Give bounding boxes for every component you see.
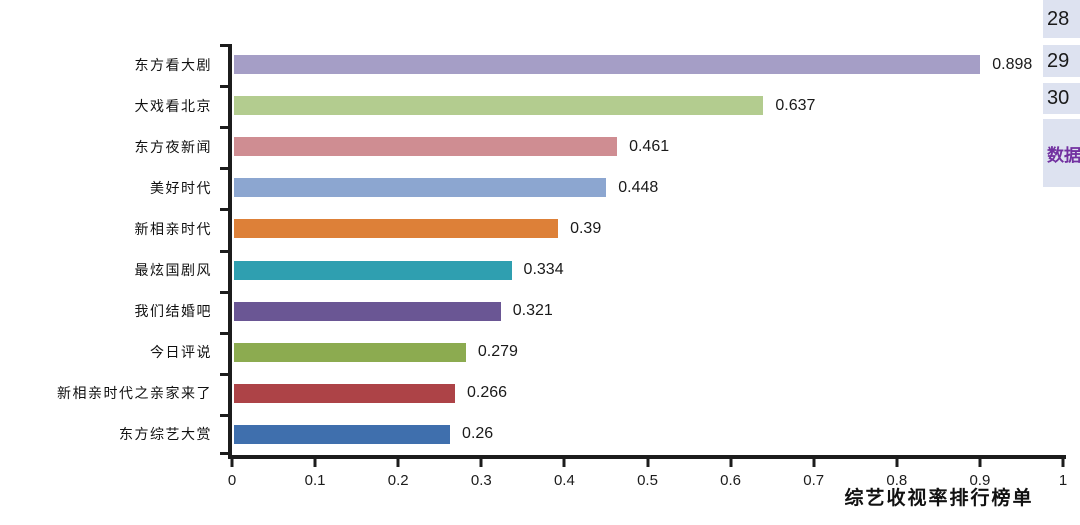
bar-7 <box>234 342 466 362</box>
clipped-row-strip: 28 29 30 数据 <box>1043 0 1080 200</box>
x-axis-line <box>228 455 1066 459</box>
x-axis-title: 综艺收视率排行榜单 <box>844 488 1034 509</box>
bar-value-label: 0.266 <box>467 384 508 402</box>
y-axis-tick <box>220 208 229 212</box>
data-link[interactable]: 数据 <box>1043 119 1080 187</box>
bar-1 <box>234 96 764 116</box>
bar-value-label: 0.26 <box>462 425 494 443</box>
bar-value-label: 0.898 <box>992 55 1033 73</box>
x-axis-tick-label: 0.1 <box>304 472 326 489</box>
bar-value-label: 0.279 <box>477 343 518 361</box>
y-axis-tick <box>220 167 229 171</box>
x-axis-tick <box>479 459 483 467</box>
bar-value-label: 0.448 <box>618 178 659 196</box>
bar-8 <box>234 383 456 403</box>
bar-value-label: 0.321 <box>512 302 553 320</box>
y-axis-tick <box>220 249 229 253</box>
category-label: 大戏看北京 <box>134 99 212 115</box>
x-axis-tick-label: 0.4 <box>553 472 575 489</box>
row-number-cell: 30 <box>1043 83 1080 114</box>
x-axis-tick-label: 0.6 <box>720 472 742 489</box>
bar-6 <box>234 301 501 321</box>
x-axis-tick-label: 0.2 <box>387 472 409 489</box>
x-axis-tick <box>396 459 400 467</box>
y-axis-tick <box>220 85 229 89</box>
y-axis-tick <box>220 372 229 376</box>
y-axis-tick <box>220 413 229 417</box>
x-axis-tick <box>313 459 317 467</box>
bar-value-label: 0.39 <box>570 219 602 237</box>
category-label: 新相亲时代 <box>134 222 212 238</box>
y-axis-line <box>228 44 232 459</box>
x-axis-tick <box>562 459 566 467</box>
x-axis-tick <box>812 459 816 467</box>
bar-value-label: 0.637 <box>775 96 816 114</box>
category-label: 东方看大剧 <box>134 58 212 74</box>
category-label: 东方夜新闻 <box>134 140 212 156</box>
bar-0 <box>234 55 981 75</box>
y-axis-tick <box>220 126 229 130</box>
category-label: 今日评说 <box>150 346 212 362</box>
x-axis-tick <box>895 459 899 467</box>
plot-area: 0.898 0.637 0.461 0.448 0.39 0.334 0.321 0.279 0… <box>220 44 1067 489</box>
bar-3 <box>234 178 607 198</box>
x-axis-tick-label: 1 <box>1058 472 1068 489</box>
category-label: 新相亲时代之亲家来了 <box>57 387 212 403</box>
bar-5 <box>234 260 512 280</box>
x-axis-tick <box>978 459 982 467</box>
x-axis-tick-label: 0.9 <box>969 472 991 489</box>
bar-9 <box>234 424 451 444</box>
x-axis-tick <box>729 459 733 467</box>
x-axis-tick-label: 0.5 <box>637 472 658 489</box>
category-label: 美好时代 <box>150 181 212 197</box>
bar-value-label: 0.461 <box>629 137 670 155</box>
x-axis-tick-label: 0.7 <box>803 472 825 489</box>
category-label: 东方综艺大赏 <box>119 428 212 444</box>
y-axis-tick <box>220 452 229 455</box>
x-axis-tick-label: 0.8 <box>886 472 908 489</box>
x-axis-tick <box>230 459 234 467</box>
y-axis-tick <box>220 331 229 335</box>
x-axis-tick <box>646 459 649 467</box>
x-axis-tick-label: 0.3 <box>470 472 492 489</box>
y-axis-tick <box>220 290 229 294</box>
category-axis-labels: 东方看大剧大戏看北京东方夜新闻美好时代新相亲时代最炫国剧风我们结婚吧今日评说新相… <box>0 44 222 455</box>
row-number-cell: 29 <box>1043 45 1080 77</box>
bar-4 <box>234 219 559 239</box>
bar-2 <box>234 137 618 157</box>
row-number-cell: 28 <box>1043 0 1080 38</box>
bar-value-label: 0.334 <box>523 261 564 279</box>
y-axis-tick <box>220 44 229 47</box>
x-axis-tick-label: 0 <box>227 472 237 489</box>
category-label: 最炫国剧风 <box>134 264 212 280</box>
x-axis-tick <box>1061 459 1065 467</box>
category-label: 我们结婚吧 <box>134 305 212 321</box>
